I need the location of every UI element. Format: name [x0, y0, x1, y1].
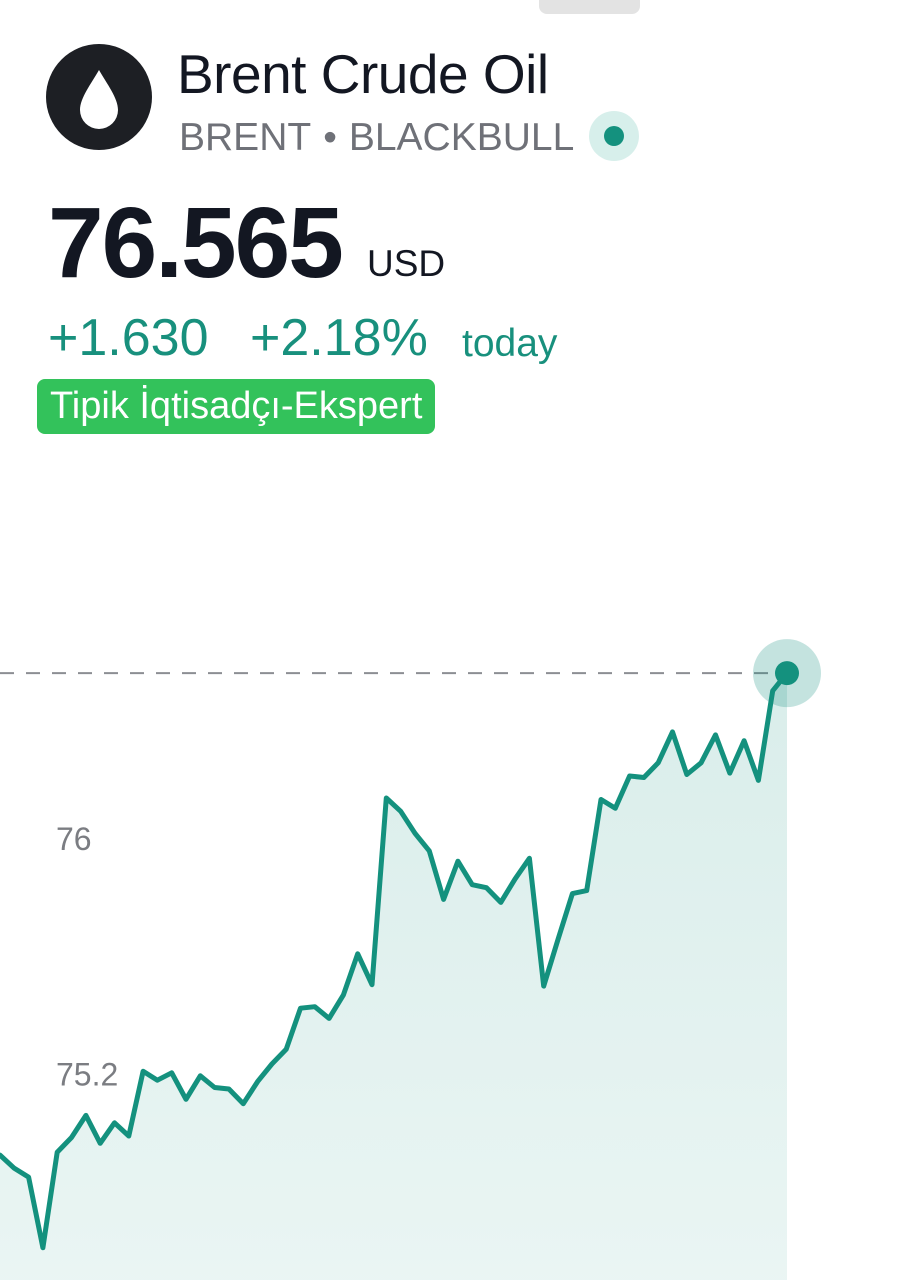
- price-chart[interactable]: 75.2 76: [0, 560, 921, 1280]
- data-point: [656, 761, 660, 765]
- data-point: [198, 1074, 202, 1078]
- separator-dot: •: [323, 116, 337, 159]
- data-point: [227, 1087, 231, 1091]
- currency-label: USD: [367, 243, 446, 284]
- data-point: [356, 952, 360, 956]
- data-point: [628, 774, 632, 778]
- last-price-marker[interactable]: [775, 661, 799, 686]
- data-point: [299, 1006, 303, 1010]
- data-point: [327, 1016, 331, 1020]
- data-point: [256, 1080, 260, 1084]
- data-point: [499, 900, 503, 904]
- data-point: [613, 806, 617, 810]
- data-point: [714, 733, 718, 737]
- ticker-label: BRENT: [179, 116, 312, 159]
- data-point: [556, 937, 560, 941]
- data-point: [127, 1134, 131, 1138]
- data-point: [341, 993, 345, 997]
- data-point: [184, 1097, 188, 1101]
- data-point: [642, 776, 646, 780]
- data-point: [270, 1062, 274, 1066]
- data-point: [671, 730, 675, 734]
- data-point: [527, 856, 531, 860]
- data-point: [284, 1047, 288, 1051]
- data-point: [485, 886, 489, 890]
- change-percent: +2.18%: [250, 309, 428, 367]
- exchange-label[interactable]: BLACKBULL: [348, 116, 575, 159]
- data-point: [570, 892, 574, 896]
- price-area-fill: [0, 673, 787, 1280]
- data-point: [213, 1086, 217, 1090]
- data-point: [370, 983, 374, 987]
- data-point: [542, 984, 546, 988]
- data-point: [699, 761, 703, 765]
- data-point: [470, 883, 474, 887]
- data-point: [442, 897, 446, 901]
- data-point: [241, 1102, 245, 1106]
- symbol-title: Brent Crude Oil: [177, 43, 549, 105]
- data-point: [27, 1175, 31, 1179]
- y-tick-label: 76: [56, 821, 92, 857]
- data-point: [585, 889, 589, 893]
- watermark-badge: Tipik İqtisadçı-Ekspert: [37, 379, 436, 434]
- sheet-grabber-handle[interactable]: [539, 0, 640, 14]
- data-point: [384, 796, 388, 800]
- data-point: [84, 1113, 88, 1117]
- data-point: [427, 849, 431, 853]
- data-point: [456, 859, 460, 863]
- data-point: [742, 739, 746, 743]
- data-point: [413, 831, 417, 835]
- symbol-subline: BRENT • BLACKBULL: [179, 116, 574, 160]
- data-point: [98, 1141, 102, 1145]
- live-dot-icon: [589, 111, 639, 161]
- data-point: [55, 1150, 59, 1154]
- y-tick-label: 75.2: [56, 1056, 118, 1092]
- price-series-line: [0, 670, 790, 1251]
- data-point: [141, 1069, 145, 1073]
- data-point: [399, 809, 403, 813]
- data-point: [170, 1071, 174, 1075]
- last-price: 76.565: [48, 187, 344, 299]
- data-point: [12, 1166, 16, 1170]
- data-point: [513, 877, 517, 881]
- data-point: [155, 1078, 159, 1082]
- data-point: [313, 1005, 317, 1009]
- data-point: [113, 1121, 117, 1125]
- data-point: [41, 1246, 45, 1250]
- change-absolute: +1.630: [48, 309, 209, 367]
- change-period: today: [462, 322, 558, 365]
- data-point: [756, 778, 760, 782]
- data-point: [685, 773, 689, 777]
- data-point: [599, 798, 603, 802]
- data-point: [70, 1136, 74, 1140]
- oil-drop-icon: [46, 44, 152, 150]
- data-point: [728, 771, 732, 775]
